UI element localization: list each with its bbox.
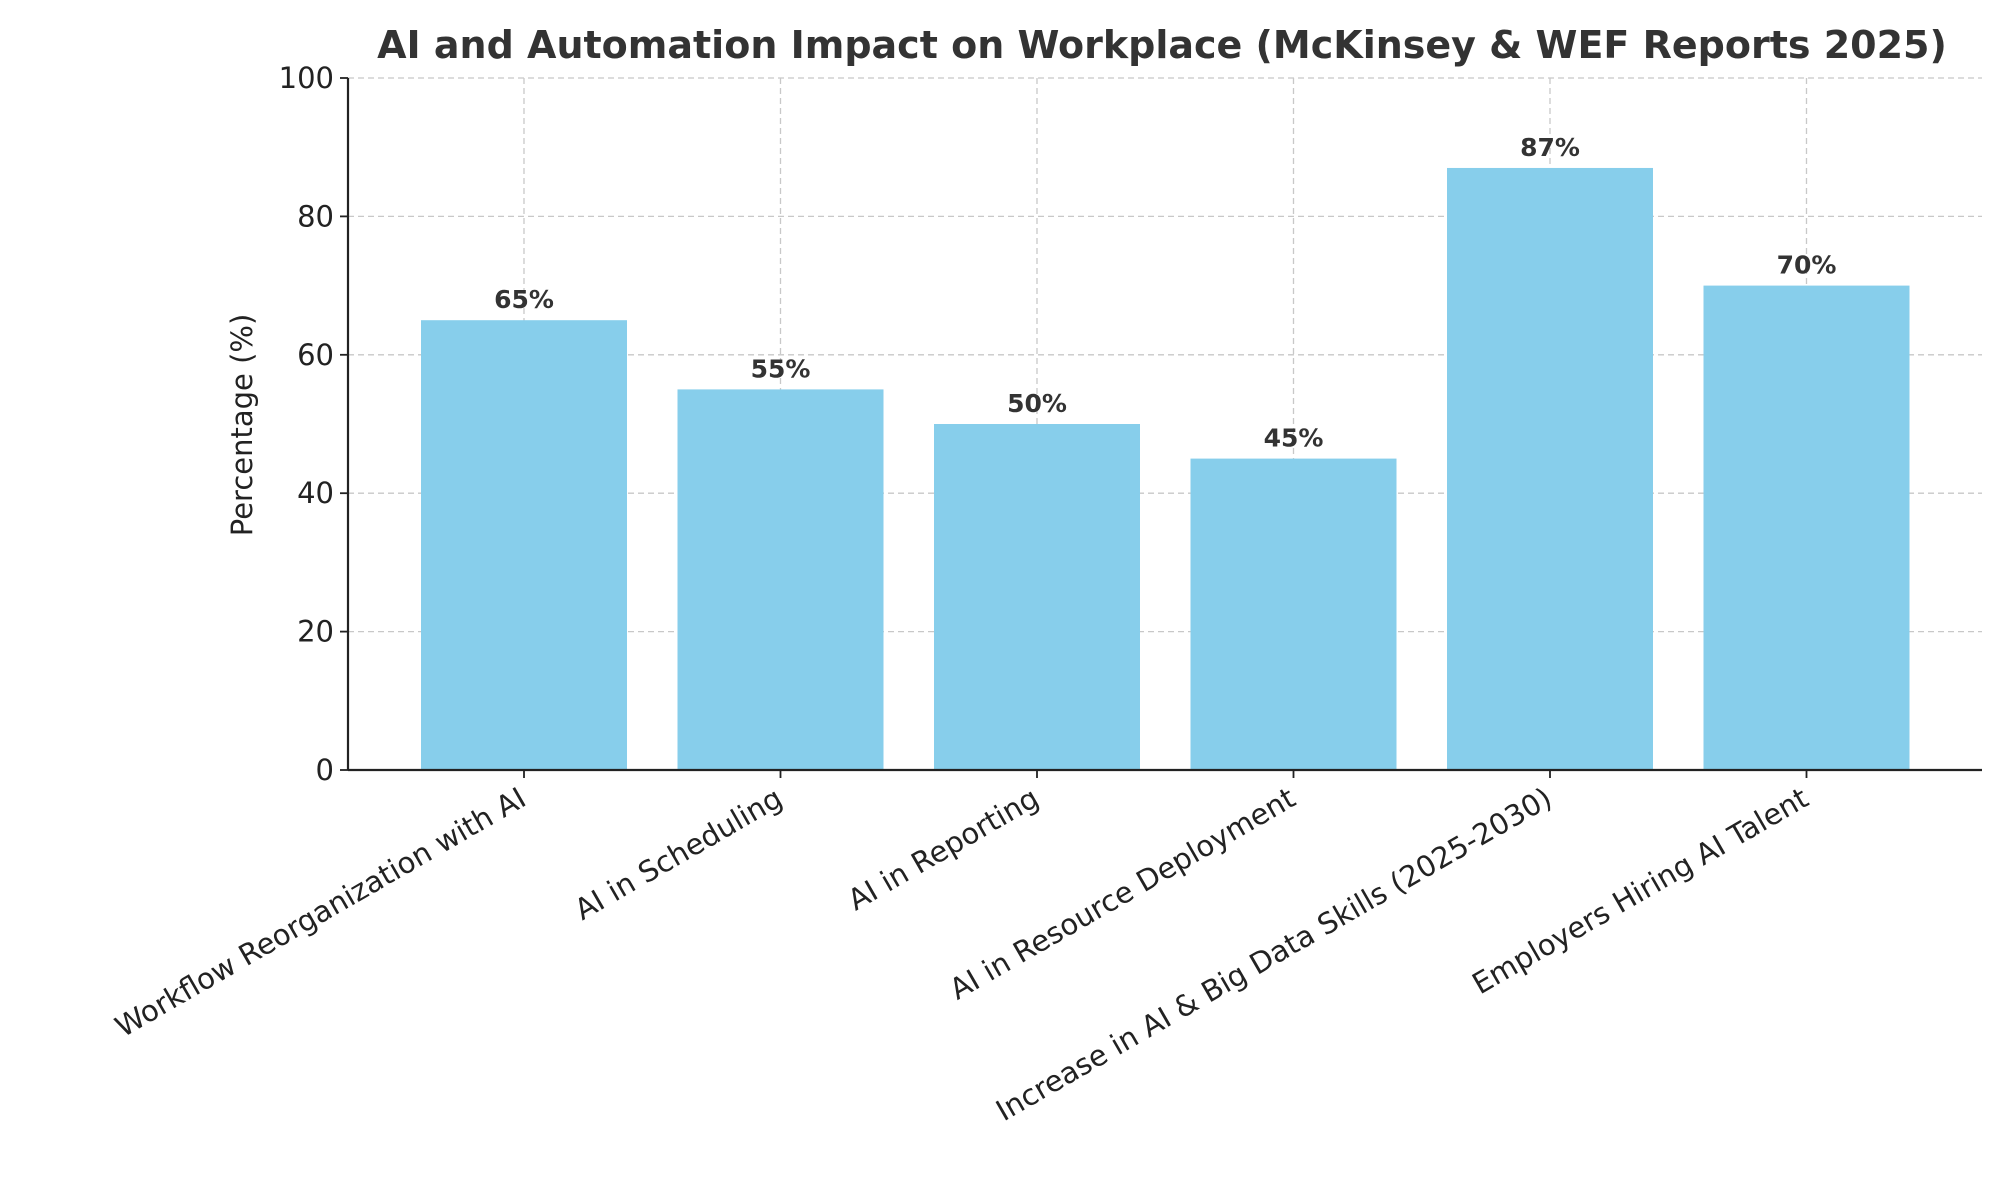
bar-value-label: 50% <box>1007 389 1067 418</box>
bar-layer <box>421 167 1910 770</box>
bar <box>934 424 1140 770</box>
bar <box>1190 458 1397 770</box>
axis-layer <box>340 77 1982 778</box>
x-tick-label: Increase in AI & Big Data Skills (2025-2… <box>990 781 1557 1128</box>
bar <box>1703 285 1910 770</box>
bar <box>677 389 884 770</box>
bar-value-label: 70% <box>1777 251 1837 280</box>
chart-title: AI and Automation Impact on Workplace (M… <box>377 23 1947 67</box>
y-tick-label: 40 <box>297 476 334 510</box>
y-tick-label: 60 <box>297 338 334 372</box>
bar <box>1447 167 1653 770</box>
x-tick-label: AI in Reporting <box>842 781 1045 918</box>
y-tick-label: 20 <box>297 615 334 649</box>
bar <box>421 320 627 770</box>
x-tick-label: Workflow Reorganization with AI <box>109 781 531 1044</box>
bar-value-label: 55% <box>751 354 811 383</box>
x-tick-label: AI in Scheduling <box>569 781 788 927</box>
bar-value-label: 65% <box>494 285 554 314</box>
y-tick-label: 80 <box>297 199 334 233</box>
y-tick-label: 0 <box>316 753 334 787</box>
bar-value-label: 45% <box>1264 424 1324 453</box>
y-tick-label: 100 <box>279 61 334 95</box>
bar-value-label: 87% <box>1520 133 1580 162</box>
y-axis-label: Percentage (%) <box>225 314 259 537</box>
